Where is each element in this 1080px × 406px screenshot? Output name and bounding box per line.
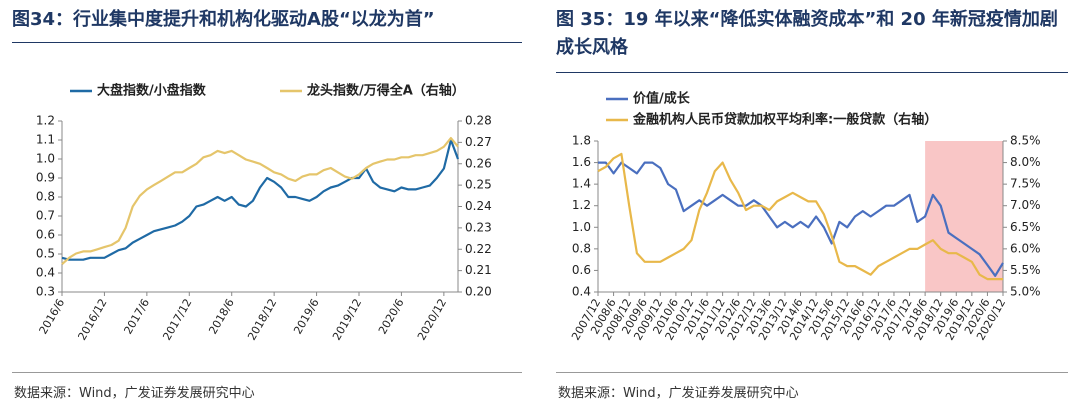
y-tick-label: 1.4 [572, 177, 591, 191]
series-line [598, 161, 1004, 277]
legend-label: 大盘指数/小盘指数 [97, 83, 207, 99]
y2-tick-label: 0.25 [465, 178, 492, 192]
x-tick-label: 2018/6 [206, 297, 237, 337]
y-tick-label: 0.6 [36, 228, 55, 242]
foot-rule [12, 372, 522, 373]
y2-tick-label: 0.26 [465, 156, 492, 170]
y2-tick-label: 0.24 [465, 199, 492, 213]
y2-tick-label: 0.22 [465, 242, 492, 256]
chart-title: 图 35：19 年以来“降低实体融资成本”和 20 年新冠疫情加剧成长风格 [556, 9, 1058, 58]
y-tick-label: 0.5 [36, 247, 55, 261]
y2-tick-label: 8.0% [1010, 155, 1041, 169]
series-line [597, 152, 1003, 281]
y2-tick-label: 0.21 [465, 263, 492, 277]
legend-label: 龙头指数/万得全A（右轴） [307, 83, 465, 99]
y-tick-label: 0.8 [572, 241, 591, 255]
x-tick-label: 2016/12 [76, 297, 110, 343]
legend-label: 金融机构人民币贷款加权平均利率:一般贷款（右轴） [632, 112, 937, 128]
y-tick-label: 1.0 [36, 152, 55, 166]
y-tick-label: 0.4 [36, 266, 55, 280]
y-tick-label: 0.9 [36, 171, 55, 185]
y-tick-label: 1.6 [572, 155, 591, 169]
title-rule [556, 72, 1068, 73]
title-rule [12, 42, 522, 43]
y2-tick-label: 6.5% [1010, 220, 1041, 234]
series-line [61, 137, 459, 266]
legend-label: 价值/成长 [633, 91, 691, 107]
charts: 0.3 0.4 0.5 0.6 0.7 0.8 0.9 1.0 1.1 1.2 0.20 0.21 0.… [36, 83, 1041, 343]
x-tick-label: 2018/12 [245, 297, 279, 343]
y2-tick-label: 0.23 [465, 220, 492, 234]
y2-tick-label: 6.0% [1010, 241, 1041, 255]
y-tick-label: 0.7 [36, 209, 55, 223]
y2-tick-label: 5.5% [1010, 263, 1041, 277]
x-tick-label: 2019/6 [291, 297, 322, 337]
y-tick-label: 0.3 [36, 285, 55, 299]
y-tick-label: 0.8 [36, 190, 55, 204]
y-tick-label: 1.2 [572, 198, 591, 212]
y-tick-label: 0.4 [572, 285, 591, 299]
y-tick-label: 0.6 [572, 263, 591, 277]
chart-title: 图34：行业集中度提升和机构化驱动A股“以龙为首” [12, 9, 435, 30]
x-tick-label: 2020/12 [415, 297, 449, 343]
y2-tick-label: 8.5% [1010, 134, 1041, 148]
x-tick-label: 2017/6 [121, 297, 152, 337]
x-tick-label: 2019/12 [330, 297, 364, 343]
y2-tick-label: 5.0% [1010, 285, 1041, 299]
y2-tick-label: 7.0% [1010, 198, 1041, 212]
x-tick-label: 2017/12 [160, 297, 194, 343]
y-tick-label: 1.1 [36, 133, 55, 147]
y-tick-label: 1.0 [572, 220, 591, 234]
x-tick-label: 2020/6 [376, 297, 407, 337]
y-tick-label: 1.8 [572, 134, 591, 148]
y2-tick-label: 0.28 [465, 114, 492, 128]
y2-tick-label: 0.27 [465, 135, 492, 149]
source-note: 数据来源：Wind，广发证券发展研究中心 [14, 386, 255, 401]
y-tick-label: 1.2 [36, 114, 55, 128]
source-note: 数据来源：Wind，广发证券发展研究中心 [558, 386, 799, 401]
series-line [61, 138, 460, 261]
x-tick-label: 2016/6 [37, 297, 68, 337]
y2-tick-label: 0.20 [465, 285, 492, 299]
foot-rule [556, 372, 1068, 373]
y2-tick-label: 7.5% [1010, 177, 1041, 191]
